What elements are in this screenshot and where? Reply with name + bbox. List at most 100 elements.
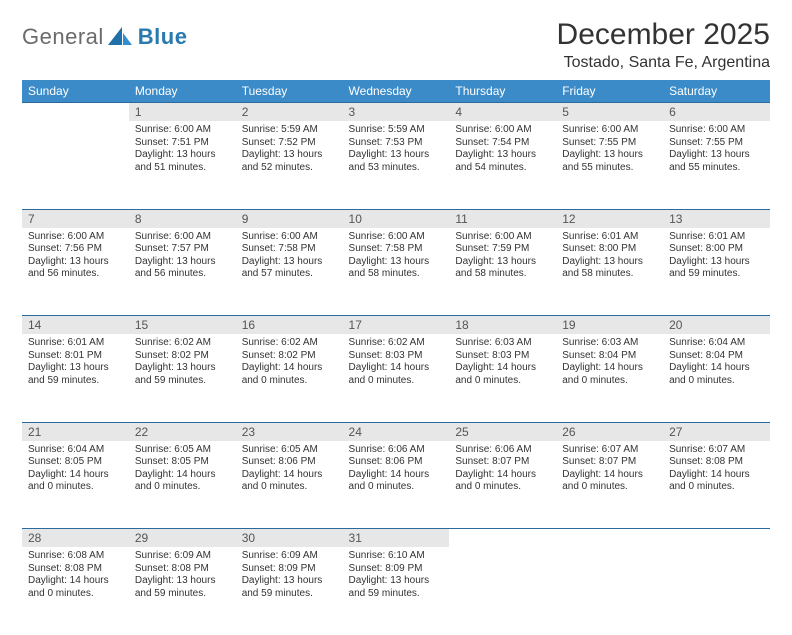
sunrise-line: Sunrise: 6:09 AM — [242, 550, 318, 561]
day-cell — [449, 547, 556, 635]
logo-sail-icon — [108, 27, 134, 47]
sunrise-line: Sunrise: 6:00 AM — [28, 231, 104, 242]
day-number-cell: 2 — [236, 103, 343, 122]
day-cell — [556, 547, 663, 635]
day-cell: Sunrise: 6:09 AMSunset: 8:09 PMDaylight:… — [236, 547, 343, 635]
sunrise-line: Sunrise: 6:00 AM — [455, 124, 531, 135]
day-cell — [663, 547, 770, 635]
sunrise-line: Sunrise: 6:04 AM — [28, 444, 104, 455]
sunset-line: Sunset: 8:08 PM — [669, 456, 743, 467]
sunset-line: Sunset: 8:03 PM — [455, 350, 529, 361]
day-number-cell: 19 — [556, 316, 663, 335]
day-number-cell: 21 — [22, 422, 129, 441]
day-cell-body: Sunrise: 6:00 AMSunset: 7:55 PMDaylight:… — [663, 121, 770, 180]
daylight-line: Daylight: 13 hours and 59 minutes. — [135, 362, 216, 386]
day-cell: Sunrise: 6:02 AMSunset: 8:03 PMDaylight:… — [343, 334, 450, 422]
day-number-row: 123456 — [22, 103, 770, 122]
sunset-line: Sunset: 8:09 PM — [242, 563, 316, 574]
sunset-line: Sunset: 8:00 PM — [562, 243, 636, 254]
sunrise-line: Sunrise: 6:00 AM — [242, 231, 318, 242]
day-cell-body: Sunrise: 6:00 AMSunset: 7:54 PMDaylight:… — [449, 121, 556, 180]
day-number-cell: 12 — [556, 209, 663, 228]
day-cell-body: Sunrise: 6:01 AMSunset: 8:00 PMDaylight:… — [663, 228, 770, 287]
day-cell-body — [556, 547, 663, 556]
sunrise-line: Sunrise: 6:08 AM — [28, 550, 104, 561]
day-cell: Sunrise: 6:04 AMSunset: 8:04 PMDaylight:… — [663, 334, 770, 422]
day-number-cell: 1 — [129, 103, 236, 122]
day-number-row: 14151617181920 — [22, 316, 770, 335]
sunrise-line: Sunrise: 6:02 AM — [349, 337, 425, 348]
logo-word-general: General — [22, 24, 104, 50]
sunrise-line: Sunrise: 6:06 AM — [455, 444, 531, 455]
day-cell: Sunrise: 6:05 AMSunset: 8:06 PMDaylight:… — [236, 441, 343, 529]
day-cell-body — [663, 547, 770, 556]
sunrise-line: Sunrise: 6:01 AM — [28, 337, 104, 348]
sunrise-line: Sunrise: 6:09 AM — [135, 550, 211, 561]
day-cell: Sunrise: 6:04 AMSunset: 8:05 PMDaylight:… — [22, 441, 129, 529]
sunset-line: Sunset: 7:55 PM — [669, 137, 743, 148]
day-number-cell: 10 — [343, 209, 450, 228]
day-cell-body: Sunrise: 6:05 AMSunset: 8:05 PMDaylight:… — [129, 441, 236, 500]
day-number-cell — [22, 103, 129, 122]
sunset-line: Sunset: 8:09 PM — [349, 563, 423, 574]
day-number-cell: 13 — [663, 209, 770, 228]
daylight-line: Daylight: 14 hours and 0 minutes. — [669, 362, 750, 386]
sunrise-line: Sunrise: 6:00 AM — [562, 124, 638, 135]
sunset-line: Sunset: 7:59 PM — [455, 243, 529, 254]
sunset-line: Sunset: 7:52 PM — [242, 137, 316, 148]
daylight-line: Daylight: 14 hours and 0 minutes. — [455, 362, 536, 386]
day-number-cell: 25 — [449, 422, 556, 441]
day-cell: Sunrise: 6:01 AMSunset: 8:00 PMDaylight:… — [663, 228, 770, 316]
day-cell-body: Sunrise: 6:01 AMSunset: 8:00 PMDaylight:… — [556, 228, 663, 287]
daylight-line: Daylight: 13 hours and 54 minutes. — [455, 149, 536, 173]
day-cell-body: Sunrise: 6:00 AMSunset: 7:56 PMDaylight:… — [22, 228, 129, 287]
daylight-line: Daylight: 14 hours and 0 minutes. — [349, 362, 430, 386]
day-number-cell — [449, 529, 556, 548]
day-number-cell: 16 — [236, 316, 343, 335]
day-header: Friday — [556, 80, 663, 103]
day-header: Wednesday — [343, 80, 450, 103]
day-number-cell: 28 — [22, 529, 129, 548]
sunrise-line: Sunrise: 5:59 AM — [242, 124, 318, 135]
day-number-cell: 29 — [129, 529, 236, 548]
day-cell: Sunrise: 5:59 AMSunset: 7:53 PMDaylight:… — [343, 121, 450, 209]
day-number-row: 21222324252627 — [22, 422, 770, 441]
sunrise-line: Sunrise: 6:06 AM — [349, 444, 425, 455]
sunset-line: Sunset: 8:04 PM — [669, 350, 743, 361]
week-row: Sunrise: 6:08 AMSunset: 8:08 PMDaylight:… — [22, 547, 770, 635]
daylight-line: Daylight: 14 hours and 0 minutes. — [135, 469, 216, 493]
day-cell-body — [449, 547, 556, 556]
sunrise-line: Sunrise: 6:02 AM — [135, 337, 211, 348]
day-cell-body: Sunrise: 6:04 AMSunset: 8:05 PMDaylight:… — [22, 441, 129, 500]
day-header: Sunday — [22, 80, 129, 103]
daylight-line: Daylight: 14 hours and 0 minutes. — [242, 469, 323, 493]
week-row: Sunrise: 6:00 AMSunset: 7:51 PMDaylight:… — [22, 121, 770, 209]
day-cell: Sunrise: 6:00 AMSunset: 7:54 PMDaylight:… — [449, 121, 556, 209]
day-cell: Sunrise: 6:00 AMSunset: 7:55 PMDaylight:… — [663, 121, 770, 209]
daylight-line: Daylight: 14 hours and 0 minutes. — [562, 469, 643, 493]
daylight-line: Daylight: 13 hours and 53 minutes. — [349, 149, 430, 173]
day-cell: Sunrise: 6:07 AMSunset: 8:07 PMDaylight:… — [556, 441, 663, 529]
day-cell-body: Sunrise: 6:00 AMSunset: 7:58 PMDaylight:… — [236, 228, 343, 287]
sunrise-line: Sunrise: 6:00 AM — [455, 231, 531, 242]
day-cell: Sunrise: 6:00 AMSunset: 7:59 PMDaylight:… — [449, 228, 556, 316]
sunrise-line: Sunrise: 6:07 AM — [669, 444, 745, 455]
daylight-line: Daylight: 13 hours and 52 minutes. — [242, 149, 323, 173]
day-number-cell: 5 — [556, 103, 663, 122]
day-cell: Sunrise: 6:05 AMSunset: 8:05 PMDaylight:… — [129, 441, 236, 529]
day-cell-body: Sunrise: 6:02 AMSunset: 8:03 PMDaylight:… — [343, 334, 450, 393]
day-number-cell: 7 — [22, 209, 129, 228]
day-cell-body: Sunrise: 6:09 AMSunset: 8:09 PMDaylight:… — [236, 547, 343, 606]
day-number-cell: 26 — [556, 422, 663, 441]
day-cell-body: Sunrise: 6:02 AMSunset: 8:02 PMDaylight:… — [129, 334, 236, 393]
day-cell: Sunrise: 6:06 AMSunset: 8:07 PMDaylight:… — [449, 441, 556, 529]
day-cell: Sunrise: 5:59 AM Sunset: 7:52 PMDaylight:… — [236, 121, 343, 209]
logo: General Blue — [22, 24, 187, 50]
sunrise-line: Sunrise: 6:00 AM — [669, 124, 745, 135]
sunset-line: Sunset: 8:02 PM — [242, 350, 316, 361]
day-cell: Sunrise: 6:10 AMSunset: 8:09 PMDaylight:… — [343, 547, 450, 635]
day-cell-body: Sunrise: 6:04 AMSunset: 8:04 PMDaylight:… — [663, 334, 770, 393]
day-number-cell: 6 — [663, 103, 770, 122]
day-cell: Sunrise: 6:03 AMSunset: 8:03 PMDaylight:… — [449, 334, 556, 422]
sunrise-line: Sunrise: 6:10 AM — [349, 550, 425, 561]
